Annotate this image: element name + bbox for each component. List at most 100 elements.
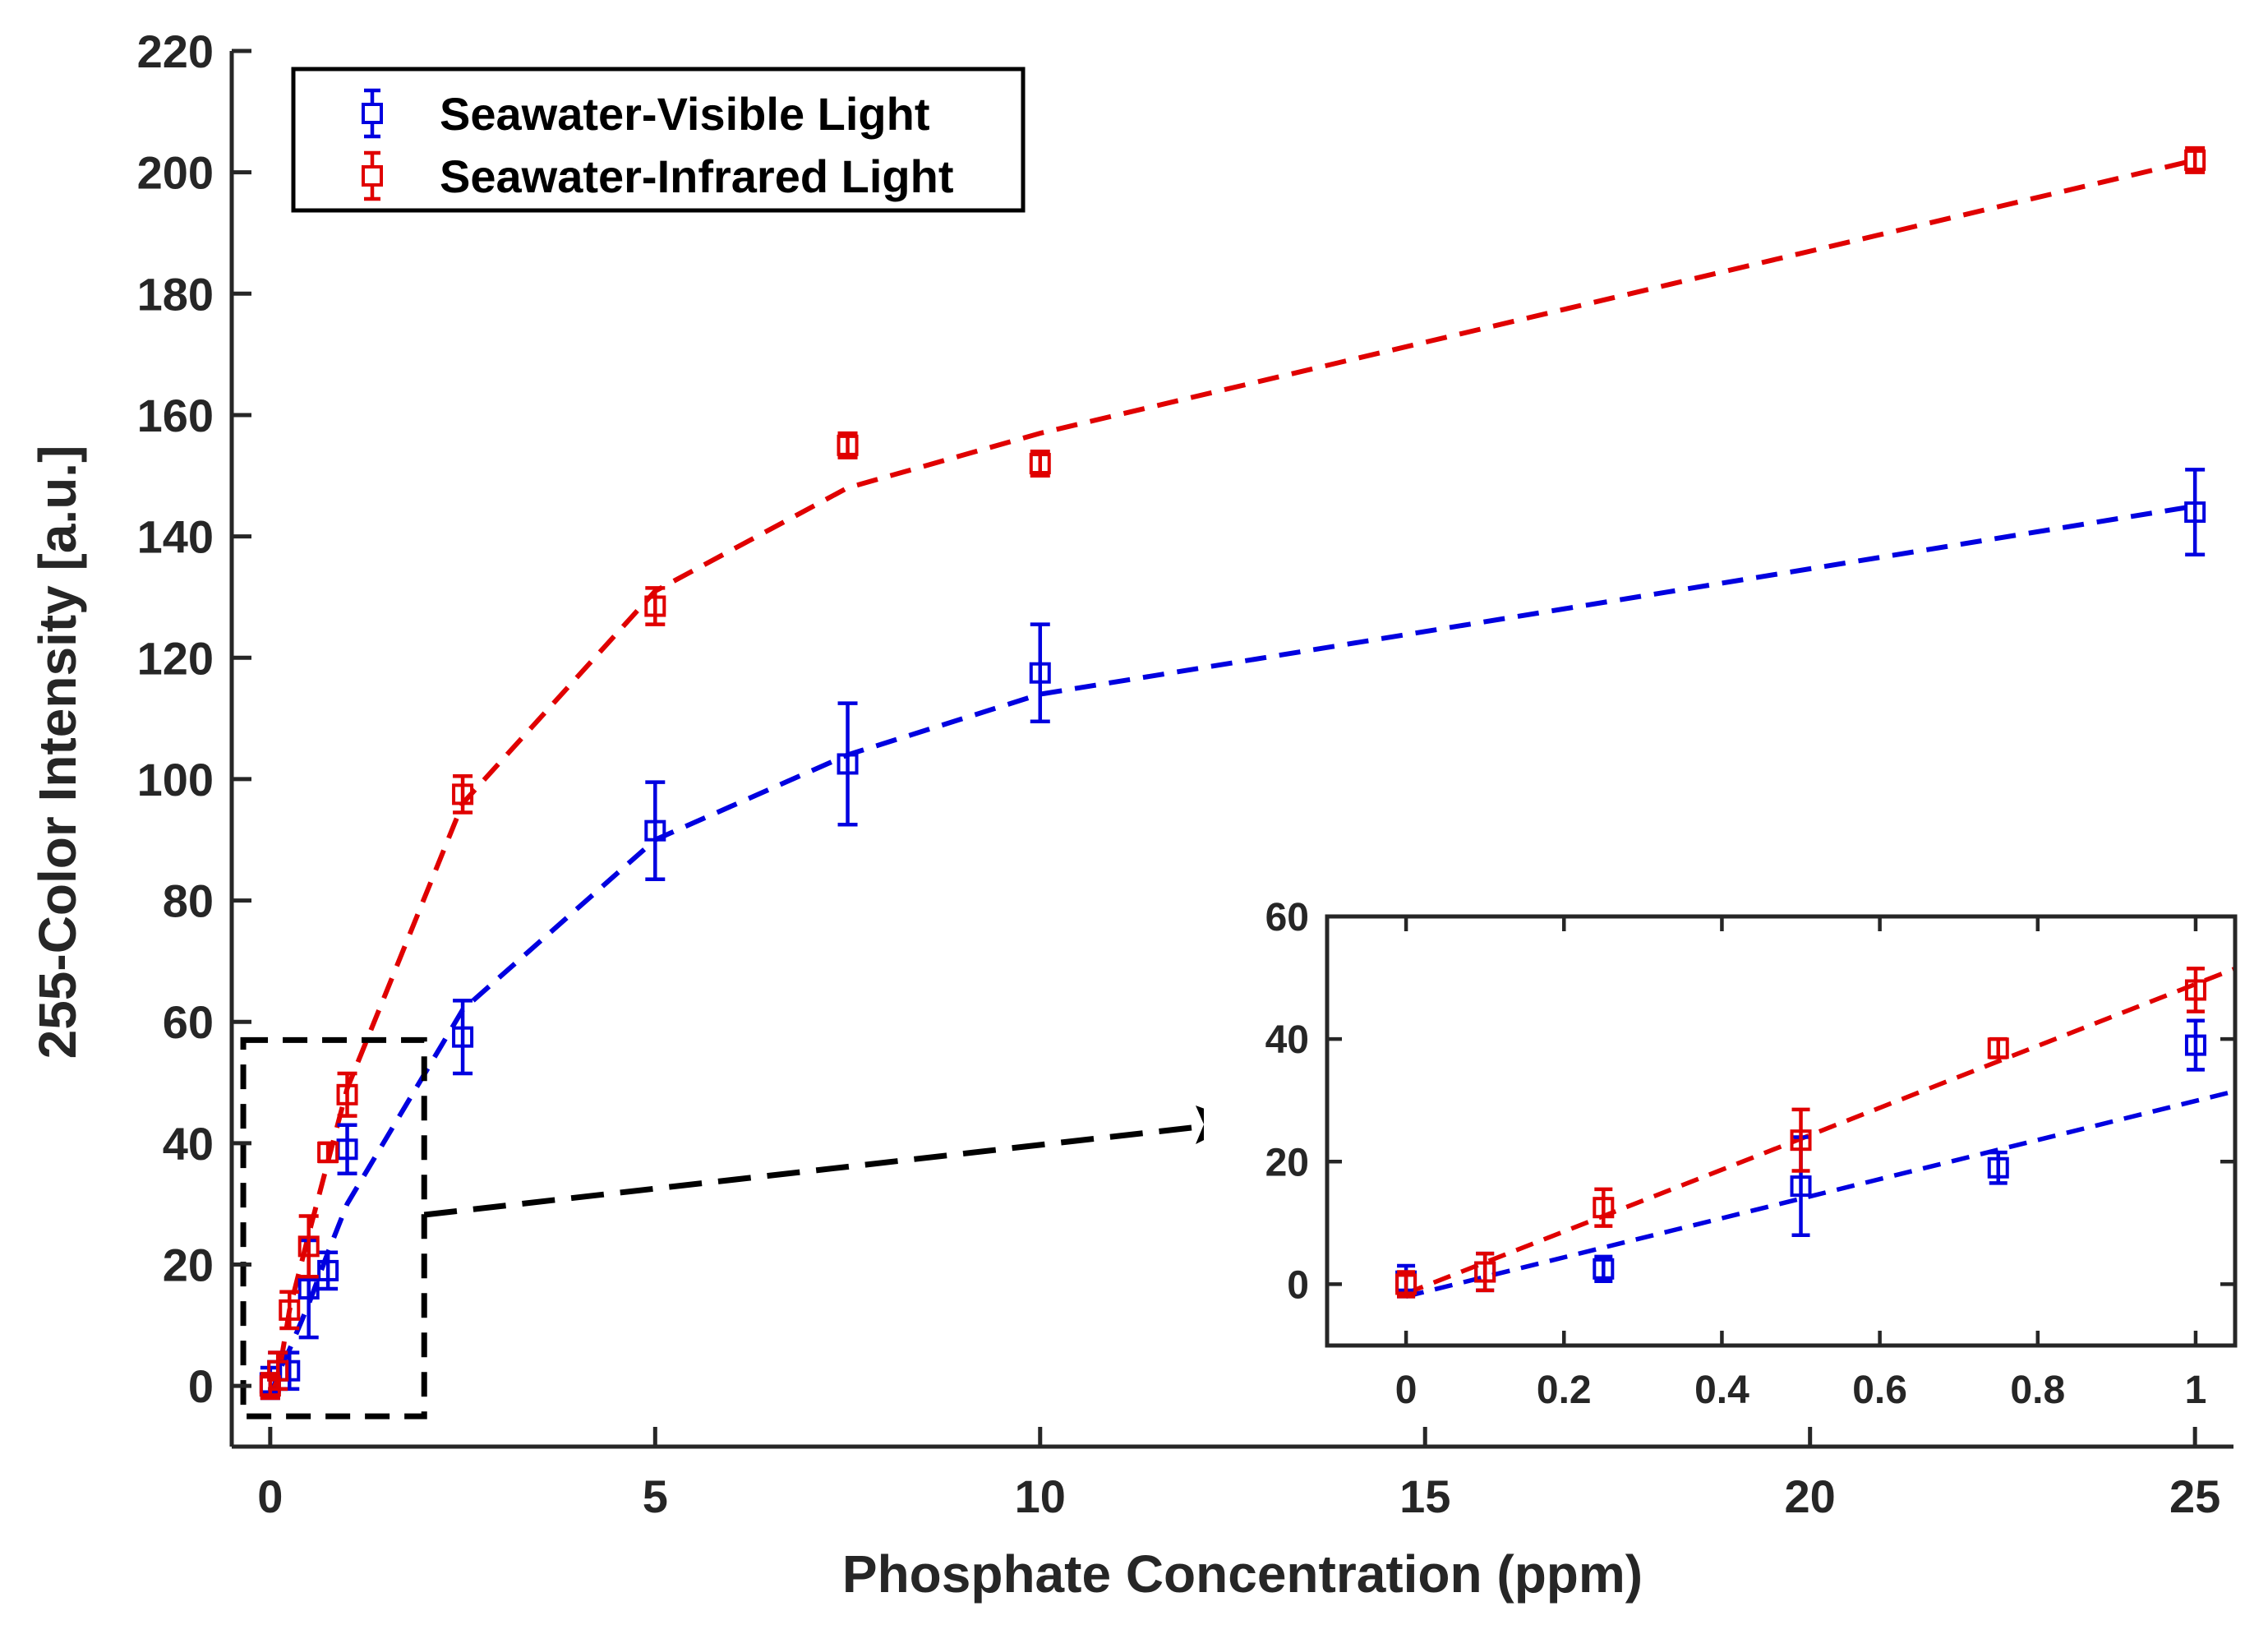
inset-fit-line-seawater-visible-light	[1405, 1088, 2236, 1299]
x-axis-title: Phosphate Concentration (ppm)	[842, 1544, 1643, 1604]
inset-x-tick-label: 1	[2185, 1369, 2207, 1412]
marker-square	[1593, 1197, 1615, 1219]
inset-y-tick-label: 0	[1287, 1263, 1309, 1307]
point-seawater-infrared-light-6	[452, 773, 474, 815]
marker-square	[267, 1359, 289, 1382]
x-tick-label: 5	[643, 1470, 668, 1522]
point-seawater-visible-light-2	[279, 1350, 301, 1392]
point-seawater-visible-light-6	[452, 999, 474, 1076]
marker-square	[452, 783, 474, 805]
marker-square	[1790, 1129, 1812, 1152]
marker-square	[2184, 501, 2206, 524]
marker-square	[336, 1083, 358, 1105]
marker-square	[837, 753, 859, 775]
legend: Seawater-Visible Light Seawater-Infrared …	[291, 67, 1026, 213]
legend-label: Seawater-Visible Light	[440, 88, 929, 140]
x-tick-label: 10	[1015, 1470, 1066, 1522]
marker-square	[2184, 979, 2206, 1001]
marker-square	[317, 1141, 339, 1163]
zoom-box	[240, 1036, 427, 1419]
inset-point-seawater-visible-light-2	[1593, 1254, 1615, 1283]
marker-square	[279, 1359, 301, 1382]
inset-point-seawater-infrared-light-4	[1987, 1036, 2009, 1059]
y-tick-label: 160	[137, 390, 214, 441]
legend-box	[291, 67, 1026, 213]
marker-square	[837, 434, 859, 456]
inset-axes: 0 0.2 0.4 0.6 0.8 1 0 20 40 60	[1265, 896, 2238, 1412]
inset-point-seawater-infrared-light-3	[1790, 1107, 1812, 1173]
legend-marker	[362, 165, 383, 187]
y-tick-label: 40	[163, 1118, 214, 1170]
fit-line-seawater-visible-light	[267, 503, 2196, 1399]
inset-y-tick-label: 20	[1265, 1141, 1309, 1184]
x-tick-label: 15	[1399, 1470, 1450, 1522]
marker-square	[2184, 1034, 2206, 1056]
y-tick-label: 60	[163, 996, 214, 1048]
marker-square	[1474, 1261, 1496, 1283]
y-tick-label: 220	[137, 25, 214, 77]
point-seawater-infrared-light-7	[644, 586, 666, 626]
point-seawater-infrared-light-2	[279, 1290, 301, 1331]
inset-x-tick-label: 0	[1395, 1369, 1418, 1412]
x-tick-label: 0	[257, 1470, 283, 1522]
inset-background	[1204, 884, 2256, 1419]
inset-y-tick-label: 60	[1265, 896, 1309, 939]
inset-y-tick-label: 40	[1265, 1018, 1309, 1062]
y-tick-label: 200	[137, 147, 214, 199]
y-tick-label: 120	[137, 632, 214, 684]
legend-label: Seawater-Infrared Light	[440, 150, 953, 202]
y-tick-label: 140	[137, 511, 214, 563]
marker-square	[1987, 1037, 2009, 1059]
inset-x-tick-label: 0.4	[1694, 1369, 1749, 1412]
point-seawater-infrared-light-10	[2184, 145, 2206, 174]
marker-square	[452, 1026, 474, 1048]
inset-point-seawater-infrared-light-5	[2184, 967, 2206, 1013]
inset-point-seawater-infrared-light-0	[1395, 1270, 1418, 1299]
inset-plot: 0 0.2 0.4 0.6 0.8 1 0 20 40 60	[1204, 884, 2256, 1419]
x-tick-label: 25	[2169, 1470, 2220, 1522]
y-tick-label: 80	[163, 875, 214, 927]
point-seawater-infrared-light-3	[297, 1214, 320, 1279]
inset-x-tick-label: 0.2	[1537, 1369, 1592, 1412]
inset-frame	[1325, 914, 2238, 1348]
point-seawater-infrared-light-9	[1029, 450, 1051, 478]
inset-x-tick-label: 0.6	[1852, 1369, 1907, 1412]
point-seawater-infrared-light-4	[317, 1141, 339, 1164]
point-seawater-visible-light-9	[1029, 622, 1051, 724]
marker-square	[1029, 453, 1051, 475]
marker-square	[1987, 1156, 2009, 1179]
marker-square	[1029, 662, 1051, 684]
marker-square	[1395, 1273, 1418, 1295]
inset-point-seawater-infrared-light-1	[1474, 1251, 1496, 1293]
point-seawater-visible-light-8	[837, 701, 859, 827]
legend-entry-seawater-infrared-light: Seawater-Infrared Light	[362, 150, 953, 202]
legend-entry-seawater-visible-light: Seawater-Visible Light	[362, 88, 929, 140]
point-seawater-visible-light-10	[2184, 468, 2206, 557]
marker-square	[297, 1235, 320, 1258]
point-seawater-visible-light-5	[336, 1123, 358, 1176]
marker-square	[279, 1299, 301, 1321]
inset-point-seawater-visible-light-4	[1987, 1150, 2009, 1185]
point-seawater-infrared-light-8	[837, 431, 859, 459]
marker-square	[297, 1278, 320, 1300]
point-seawater-infrared-light-1	[267, 1350, 289, 1392]
marker-square	[1593, 1258, 1615, 1280]
inset-point-seawater-infrared-light-2	[1593, 1187, 1615, 1228]
marker-square	[644, 595, 666, 617]
inset-fit-lines	[1405, 966, 2237, 1299]
y-axis-title: 255-Color Intensity [a.u.]	[28, 445, 87, 1059]
zoom-arrow-line	[423, 1124, 1192, 1218]
inset-point-seawater-visible-light-5	[2184, 1018, 2206, 1072]
inset-data-points	[1395, 967, 2206, 1299]
main-data-points	[259, 145, 2206, 1401]
inset-x-tick-label: 0.8	[2010, 1369, 2065, 1412]
y-tick-label: 100	[137, 754, 214, 805]
y-tick-label: 180	[137, 268, 214, 320]
x-tick-label: 20	[1785, 1470, 1836, 1522]
marker-square	[644, 819, 666, 842]
marker-square	[317, 1259, 339, 1281]
marker-square	[1790, 1175, 1812, 1198]
